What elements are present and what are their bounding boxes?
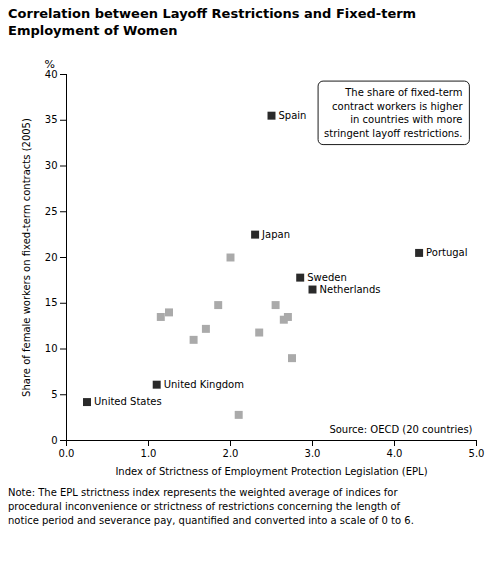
html-text:Correlation between Layoff Res: Correlation between Layoff Restrictions … xyxy=(8,6,417,38)
svg-text:Index of Strictness of Employm: Index of Strictness of Employment Protec… xyxy=(115,465,427,476)
svg-text:5.0: 5.0 xyxy=(469,447,485,458)
svg-text:Spain: Spain xyxy=(279,110,307,121)
svg-text:30: 30 xyxy=(45,160,58,171)
svg-text:25: 25 xyxy=(45,206,58,217)
html-text:Note: The EPL strictness index: Note: The EPL strictness index represent… xyxy=(8,486,414,526)
svg-text:%: % xyxy=(45,58,55,71)
svg-text:10: 10 xyxy=(45,343,58,354)
svg-text:United States: United States xyxy=(94,396,162,407)
svg-text:Source: OECD (20 countries): Source: OECD (20 countries) xyxy=(329,423,472,434)
svg-text:0.0: 0.0 xyxy=(59,447,75,458)
svg-text:40: 40 xyxy=(44,68,58,80)
svg-text:5: 5 xyxy=(51,389,57,400)
svg-text:Share of female workers on fix: Share of female workers on fixed-term co… xyxy=(21,118,32,397)
svg-text:2.0: 2.0 xyxy=(223,447,239,458)
svg-text:4.0: 4.0 xyxy=(387,447,403,458)
svg-text:Portugal: Portugal xyxy=(426,247,467,258)
svg-text:United Kingdom: United Kingdom xyxy=(164,379,244,390)
svg-text:15: 15 xyxy=(45,297,58,308)
svg-text:The share of fixed-termcontrac: The share of fixed-termcontract workers … xyxy=(324,87,463,138)
svg-text:3.0: 3.0 xyxy=(305,447,321,458)
svg-text:Japan: Japan xyxy=(261,229,290,240)
svg-text:0: 0 xyxy=(51,434,57,445)
svg-text:1.0: 1.0 xyxy=(141,447,157,458)
svg-text:35: 35 xyxy=(45,114,58,125)
svg-text:Sweden: Sweden xyxy=(307,272,347,283)
svg-text:20: 20 xyxy=(45,251,58,262)
svg-text:Netherlands: Netherlands xyxy=(320,284,381,295)
